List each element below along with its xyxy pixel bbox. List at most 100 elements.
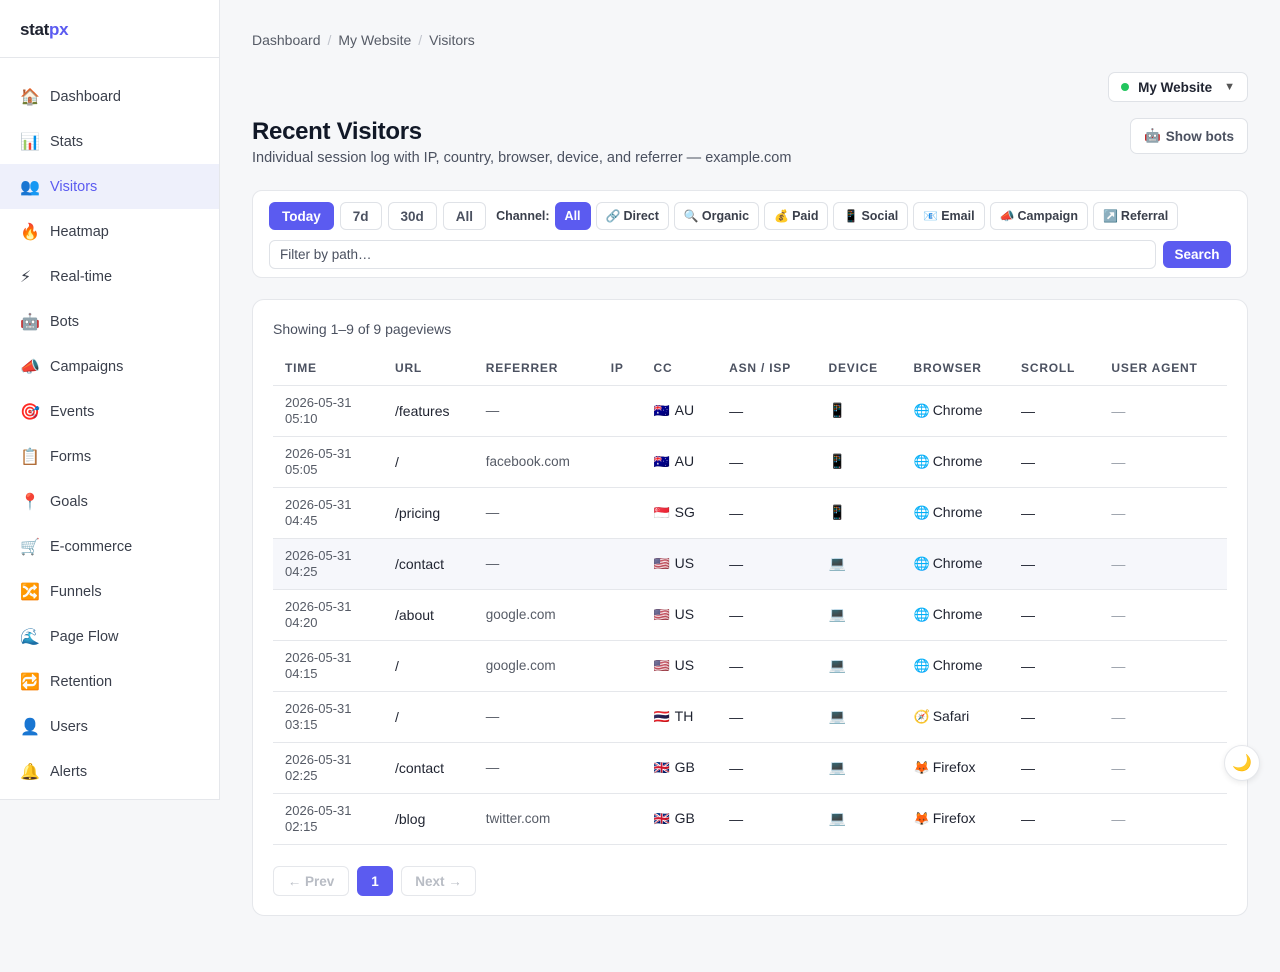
column-header-referrer[interactable]: REFERRER xyxy=(473,352,599,386)
column-header-cc[interactable]: CC xyxy=(641,352,718,386)
cell-browser: 🧭 Safari xyxy=(901,691,1010,743)
path-filter-input[interactable] xyxy=(269,240,1156,269)
sidebar-item-dashboard[interactable]: 🏠 Dashboard xyxy=(0,74,219,119)
breadcrumb-dashboard[interactable]: Dashboard xyxy=(252,32,321,48)
sidebar-item-alerts[interactable]: 🔔 Alerts xyxy=(0,749,219,794)
cell-scroll: — xyxy=(1009,691,1100,743)
cell-clock: 04:45 xyxy=(285,512,318,528)
range-all-button[interactable]: All xyxy=(442,202,487,230)
column-header-user-agent[interactable]: USER AGENT xyxy=(1099,352,1227,386)
cell-url[interactable]: /contact xyxy=(383,538,474,590)
page-1-button[interactable]: 1 xyxy=(357,866,393,896)
next-page-button[interactable]: Next → xyxy=(401,866,476,896)
cell-referrer: google.com xyxy=(473,640,599,692)
cell-country: 🇦🇺 AU xyxy=(641,436,718,488)
range-7d-button[interactable]: 7d xyxy=(339,202,382,230)
prev-page-button[interactable]: ← Prev xyxy=(273,866,349,896)
cell-country: 🇦🇺 AU xyxy=(641,385,718,437)
sidebar-item-users[interactable]: 👤 Users xyxy=(0,704,219,749)
cell-date: 2026-05-31 xyxy=(285,649,352,665)
channel-paid-button[interactable]: 💰 Paid xyxy=(764,202,829,230)
site-selector[interactable]: My Website ▼ xyxy=(1108,72,1248,102)
wave-icon: 🌊 xyxy=(20,628,40,646)
firefox-fox-icon: 🦊 xyxy=(913,760,930,775)
flag-gb-icon: 🇬🇧 xyxy=(653,811,670,826)
table-row[interactable]: 2026-05-31 02:15 /blog twitter.com 🇬🇧 GB —… xyxy=(273,793,1227,845)
cell-asn: — xyxy=(717,742,817,794)
sidebar-item-realtime[interactable]: ⚡ Real-time xyxy=(0,254,219,299)
table-row[interactable]: 2026-05-31 04:25 /contact — 🇺🇸 US — 💻 🌐 Chr… xyxy=(273,538,1227,590)
page-subtitle: Individual session log with IP, country,… xyxy=(252,150,792,166)
sidebar-item-heatmap[interactable]: 🔥 Heatmap xyxy=(0,209,219,254)
column-header-url[interactable]: URL xyxy=(383,352,474,386)
flag-th-icon: 🇹🇭 xyxy=(653,709,670,724)
sidebar-item-funnels[interactable]: 🔀 Funnels xyxy=(0,569,219,614)
sidebar-item-visitors[interactable]: 👥 Visitors xyxy=(0,164,219,209)
table-row[interactable]: 2026-05-31 02:25 /contact — 🇬🇧 GB — 💻 🦊 Fir… xyxy=(273,742,1227,794)
column-header-scroll[interactable]: SCROLL xyxy=(1009,352,1100,386)
cell-scroll: — xyxy=(1009,538,1100,590)
sidebar-item-ecommerce[interactable]: 🛒 E-commerce xyxy=(0,524,219,569)
channel-referral-button[interactable]: ↗️ Referral xyxy=(1092,202,1179,230)
cell-url[interactable]: /contact xyxy=(383,742,474,794)
sidebar-item-events[interactable]: 🎯 Events xyxy=(0,389,219,434)
sidebar-item-forms[interactable]: 📋 Forms xyxy=(0,434,219,479)
cell-url[interactable]: /features xyxy=(383,385,474,437)
cell-scroll: — xyxy=(1009,436,1100,488)
sidebar-item-goals[interactable]: 📍 Goals xyxy=(0,479,219,524)
channel-all-button[interactable]: All xyxy=(554,202,591,230)
cell-url[interactable]: /blog xyxy=(383,793,474,845)
clipboard-icon: 📋 xyxy=(20,448,40,466)
table-row[interactable]: 2026-05-31 04:45 /pricing — 🇸🇬 SG — 📱 🌐 Chr… xyxy=(273,487,1227,539)
channel-campaign-button[interactable]: 📣 Campaign xyxy=(989,202,1088,230)
cell-asn: — xyxy=(717,538,817,590)
column-header-device[interactable]: DEVICE xyxy=(816,352,902,386)
table-row[interactable]: 2026-05-31 03:15 / — 🇹🇭 TH — 💻 🧭 Safari — — xyxy=(273,691,1227,743)
sidebar-item-stats[interactable]: 📊 Stats xyxy=(0,119,219,164)
logo[interactable]: statpx xyxy=(0,0,219,58)
sidebar-item-retention[interactable]: 🔁 Retention xyxy=(0,659,219,704)
table-row[interactable]: 2026-05-31 04:20 /about google.com 🇺🇸 US —… xyxy=(273,589,1227,641)
column-header-time[interactable]: TIME xyxy=(273,352,383,386)
browser-name: Chrome xyxy=(932,657,983,673)
cell-url[interactable]: / xyxy=(383,436,474,488)
chevron-down-icon: ▼ xyxy=(1224,81,1235,93)
cell-clock: 04:20 xyxy=(285,614,318,630)
channel-direct-button[interactable]: 🔗 Direct xyxy=(595,202,669,230)
sidebar-item-bots[interactable]: 🤖 Bots xyxy=(0,299,219,344)
cell-user-agent: — xyxy=(1099,538,1227,590)
channel-organic-button[interactable]: 🔍 Organic xyxy=(673,202,760,230)
fire-icon: 🔥 xyxy=(20,223,40,241)
range-today-button[interactable]: Today xyxy=(269,202,334,230)
cell-ip xyxy=(598,487,642,539)
laptop-device-icon: 💻 xyxy=(816,691,902,743)
cell-url[interactable]: / xyxy=(383,691,474,743)
logo-accent: px xyxy=(49,20,69,39)
column-header-asn[interactable]: ASN / ISP xyxy=(717,352,817,386)
shuffle-icon: 🔀 xyxy=(20,583,40,601)
sidebar-item-label: Events xyxy=(50,403,95,420)
sidebar-item-label: Funnels xyxy=(50,583,102,600)
range-30d-button[interactable]: 30d xyxy=(387,202,437,230)
table-row[interactable]: 2026-05-31 04:15 / google.com 🇺🇸 US — 💻 🌐 C… xyxy=(273,640,1227,692)
flag-sg-icon: 🇸🇬 xyxy=(653,505,670,520)
theme-toggle-button[interactable]: 🌙 xyxy=(1224,745,1260,781)
cell-country: 🇹🇭 TH xyxy=(641,691,718,743)
cell-time: 2026-05-31 02:15 xyxy=(273,793,383,845)
show-bots-button[interactable]: 🤖 Show bots xyxy=(1129,118,1248,154)
cell-url[interactable]: /about xyxy=(383,589,474,641)
table-row[interactable]: 2026-05-31 05:05 / facebook.com 🇦🇺 AU — 📱 … xyxy=(273,436,1227,488)
cell-url[interactable]: /pricing xyxy=(383,487,474,539)
channel-email-button[interactable]: 📧 Email xyxy=(913,202,985,230)
cell-url[interactable]: / xyxy=(383,640,474,692)
sidebar-item-campaigns[interactable]: 📣 Campaigns xyxy=(0,344,219,389)
breadcrumb-site[interactable]: My Website xyxy=(338,32,412,48)
column-header-browser[interactable]: BROWSER xyxy=(901,352,1010,386)
chrome-globe-icon: 🌐 xyxy=(913,403,930,418)
cell-ip xyxy=(598,589,642,641)
search-button[interactable]: Search xyxy=(1163,241,1231,268)
table-row[interactable]: 2026-05-31 05:10 /features — 🇦🇺 AU — 📱 🌐 Ch… xyxy=(273,385,1227,437)
channel-social-button[interactable]: 📱 Social xyxy=(833,202,909,230)
sidebar-item-page-flow[interactable]: 🌊 Page Flow xyxy=(0,614,219,659)
column-header-ip[interactable]: IP xyxy=(598,352,642,386)
